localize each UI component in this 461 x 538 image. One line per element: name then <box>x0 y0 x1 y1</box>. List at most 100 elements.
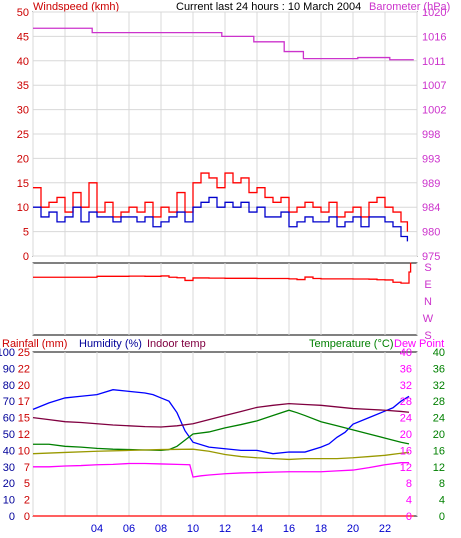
dewpoint-y-tick: 16 <box>400 445 412 457</box>
temperature-y-tick: 8 <box>439 478 445 490</box>
humidity-y-tick: 20 <box>3 478 15 490</box>
humidity-y-tick: 70 <box>3 396 15 408</box>
wind-y-tick: 50 <box>17 7 29 19</box>
humidity-y-tick: 30 <box>3 462 15 474</box>
dewpoint-y-tick: 12 <box>400 462 412 474</box>
dewpoint-series <box>33 462 409 478</box>
rain-y-tick: 0 <box>24 511 30 523</box>
dewpoint-axis-label: Dew Point <box>394 338 444 350</box>
barometer-y-tick: 975 <box>422 251 440 263</box>
barometer-y-tick: 1016 <box>422 31 446 43</box>
humidity-y-tick: 90 <box>3 363 15 375</box>
x-tick-label: 04 <box>91 523 103 535</box>
wind-y-tick: 30 <box>17 105 29 117</box>
windspeed-axis-label: Windspeed (kmh) <box>33 1 119 13</box>
rain-y-tick: 2 <box>24 495 30 507</box>
humidity-y-tick: 0 <box>9 511 15 523</box>
dewpoint-y-tick: 8 <box>406 478 412 490</box>
dewpoint-y-tick: 0 <box>406 511 412 523</box>
x-tick-label: 20 <box>347 523 359 535</box>
direction-tick: S <box>424 262 431 274</box>
humidity-y-tick: 60 <box>3 413 15 425</box>
dewpoint-y-tick: 40 <box>400 347 412 359</box>
x-tick-label: 08 <box>155 523 167 535</box>
wind-y-tick: 5 <box>23 227 29 239</box>
temperature-y-tick: 36 <box>433 363 445 375</box>
barometer-y-tick: 998 <box>422 129 440 141</box>
wind-y-tick: 25 <box>17 129 29 141</box>
dewpoint-y-tick: 20 <box>400 429 412 441</box>
x-tick-label: 22 <box>379 523 391 535</box>
wind-y-tick: 10 <box>17 202 29 214</box>
barometer-y-tick: 1011 <box>422 56 446 68</box>
rain-y-tick: 7 <box>24 462 30 474</box>
barometer-y-tick: 1007 <box>422 80 446 92</box>
x-tick-label: 14 <box>251 523 263 535</box>
barometer-y-tick: 989 <box>422 178 440 190</box>
direction-tick: W <box>423 313 434 325</box>
humidity-y-tick: 80 <box>3 380 15 392</box>
chart-title: Current last 24 hours : 10 March 2004 <box>176 1 361 13</box>
direction-tick: S <box>424 330 431 342</box>
direction-series <box>33 262 412 284</box>
wind-y-tick: 0 <box>23 251 29 263</box>
climate-panel <box>32 351 418 517</box>
x-tick-label: 10 <box>187 523 199 535</box>
rain-y-tick: 20 <box>18 380 30 392</box>
dewpoint-y-tick: 4 <box>406 495 412 507</box>
direction-tick: E <box>424 279 431 291</box>
humidity-y-tick: 10 <box>3 495 15 507</box>
wind-y-tick: 40 <box>17 56 29 68</box>
x-tick-label: 06 <box>123 523 135 535</box>
x-tick-label: 18 <box>315 523 327 535</box>
dewpoint-y-tick: 36 <box>400 363 412 375</box>
dewpoint-y-tick: 28 <box>400 396 412 408</box>
rain-y-tick: 5 <box>24 478 30 490</box>
dewpoint-y-tick: 24 <box>400 413 412 425</box>
indoor-series <box>32 403 410 428</box>
humidity-series <box>32 389 410 455</box>
barometer-series <box>33 27 414 61</box>
temperature-y-tick: 32 <box>433 380 445 392</box>
rain-y-tick: 15 <box>18 413 30 425</box>
rain-y-tick: 10 <box>18 445 30 457</box>
rain-y-tick: 25 <box>18 347 30 359</box>
rain-y-tick: 22 <box>18 363 30 375</box>
humidity-y-tick: 40 <box>3 445 15 457</box>
direction-tick: N <box>424 296 432 308</box>
humidity-y-tick: 50 <box>3 429 15 441</box>
temperature-y-tick: 24 <box>433 413 445 425</box>
temperature-y-tick: 4 <box>439 495 445 507</box>
rain-y-tick: 17 <box>18 396 30 408</box>
humidity-y-tick: 100 <box>0 347 15 359</box>
barometer-y-tick: 1002 <box>422 105 446 117</box>
temperature-y-tick: 28 <box>433 396 445 408</box>
rainfall-axis-label: Rainfall (mm) <box>2 338 67 350</box>
wind_gust-series <box>33 172 409 232</box>
temperature-axis-label: Temperature (°C) <box>309 338 393 350</box>
direction-panel <box>32 262 418 336</box>
barometer-y-tick: 980 <box>422 227 440 239</box>
temperature-y-tick: 12 <box>433 462 445 474</box>
humidity-axis-label: Humidity (%) <box>79 338 142 350</box>
wind-y-tick: 35 <box>17 80 29 92</box>
wind-panel <box>32 11 418 257</box>
x-tick-label: 16 <box>283 523 295 535</box>
dewpoint-y-tick: 32 <box>400 380 412 392</box>
temperature-y-tick: 16 <box>433 445 445 457</box>
temperature-y-tick: 20 <box>433 429 445 441</box>
temperature-y-tick: 40 <box>433 347 445 359</box>
rain-y-tick: 12 <box>18 429 30 441</box>
wind_avg-series <box>33 196 409 242</box>
barometer-axis-label: Barometer (hPa) <box>369 1 450 13</box>
x-tick-label: 12 <box>219 523 231 535</box>
temperature-y-tick: 0 <box>439 511 445 523</box>
wind-y-tick: 15 <box>17 178 29 190</box>
olive-series <box>32 448 410 461</box>
wind-y-tick: 45 <box>17 31 29 43</box>
barometer-y-tick: 993 <box>422 153 440 165</box>
barometer-y-tick: 984 <box>422 202 440 214</box>
temperature-series <box>33 409 410 452</box>
wind-y-tick: 20 <box>17 153 29 165</box>
